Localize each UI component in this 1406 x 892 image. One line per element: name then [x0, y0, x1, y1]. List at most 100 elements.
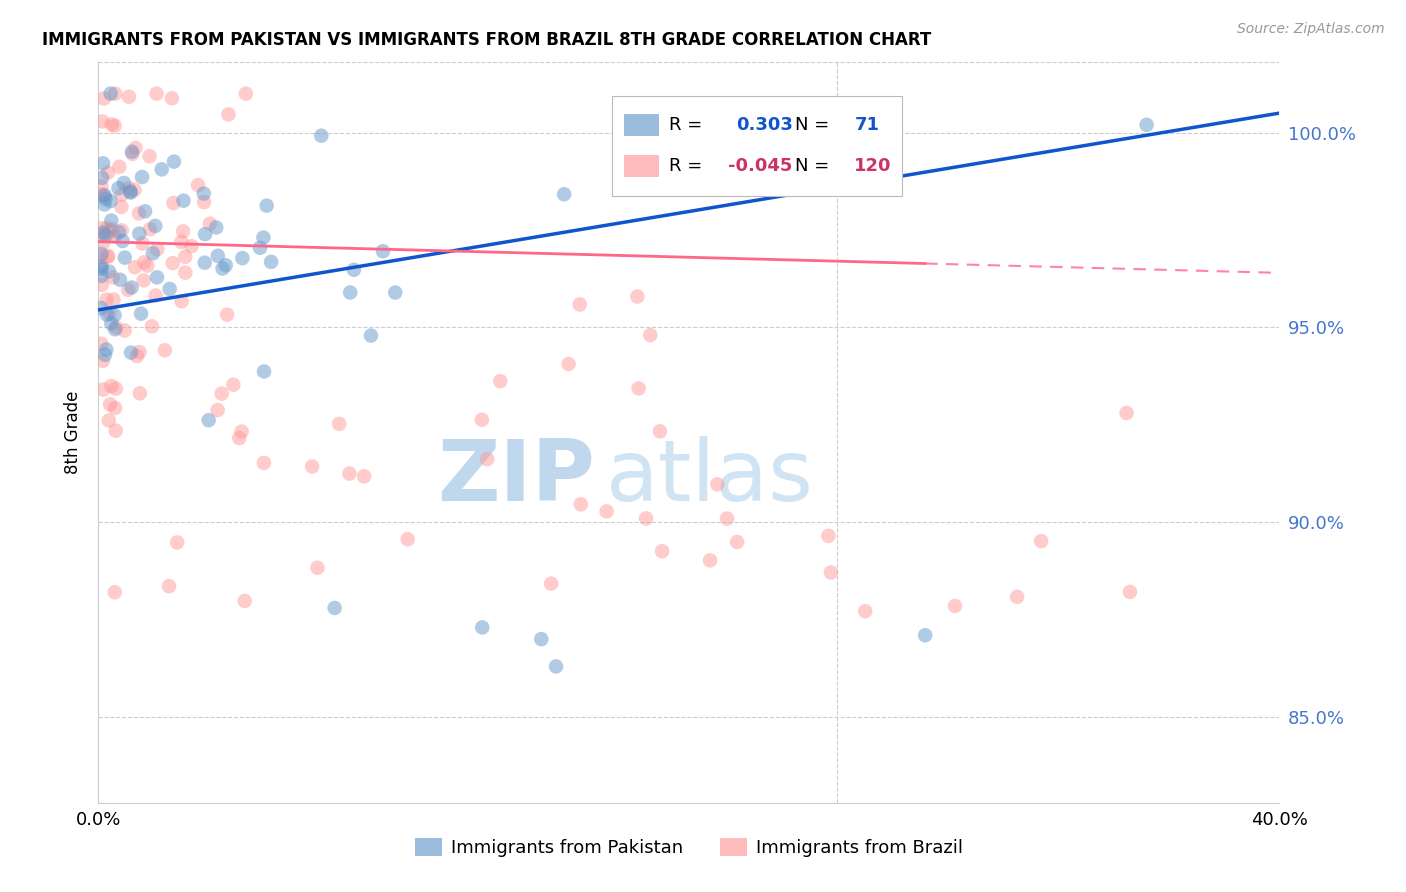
Text: atlas: atlas [606, 435, 814, 518]
Point [256, 199, 278, 213]
Point [343, 262, 366, 277]
Point [97, 227, 120, 241]
Point [193, 186, 215, 201]
Point [914, 628, 936, 642]
Point [384, 285, 406, 300]
Point [143, 219, 166, 233]
FancyBboxPatch shape [612, 95, 901, 195]
Text: IMMIGRANTS FROM PAKISTAN VS IMMIGRANTS FROM BRAZIL 8TH GRADE CORRELATION CHART: IMMIGRANTS FROM PAKISTAN VS IMMIGRANTS F… [42, 31, 931, 49]
Point [546, 659, 568, 673]
Point [111, 187, 134, 202]
Point [1119, 585, 1142, 599]
Point [626, 289, 648, 303]
Point [1115, 406, 1137, 420]
Point [91, 170, 114, 185]
Point [553, 187, 575, 202]
Point [104, 87, 127, 101]
Point [1136, 118, 1159, 132]
Point [104, 229, 127, 244]
Point [231, 251, 253, 265]
Point [90, 301, 112, 315]
Point [174, 250, 197, 264]
Point [90, 259, 112, 273]
Point [228, 431, 250, 445]
Point [120, 345, 142, 359]
Point [104, 382, 127, 396]
Point [530, 632, 553, 647]
Point [134, 255, 156, 269]
Point [105, 320, 128, 334]
Point [98, 264, 121, 278]
Point [540, 576, 562, 591]
Text: R =: R = [669, 157, 702, 175]
Bar [624, 155, 659, 178]
Point [90, 277, 112, 292]
Point [627, 381, 650, 395]
Point [121, 146, 143, 161]
Point [231, 425, 253, 439]
Text: N =: N = [796, 116, 830, 135]
Point [108, 160, 131, 174]
Point [91, 354, 114, 368]
Point [207, 249, 229, 263]
Point [97, 166, 120, 180]
Point [111, 234, 134, 248]
Point [162, 196, 184, 211]
Text: 71: 71 [855, 116, 879, 135]
Point [120, 186, 142, 200]
Point [136, 259, 159, 273]
Point [118, 181, 141, 195]
Point [170, 294, 193, 309]
Point [97, 413, 120, 427]
Point [301, 459, 323, 474]
Point [125, 349, 148, 363]
Point [121, 145, 143, 159]
Point [636, 511, 658, 525]
Point [142, 246, 165, 260]
Point [101, 117, 124, 131]
Point [337, 467, 360, 481]
Point [820, 566, 842, 580]
Point [160, 91, 183, 105]
Point [1005, 590, 1028, 604]
Point [194, 255, 217, 269]
Point [172, 224, 194, 238]
Point [217, 308, 239, 322]
Point [716, 511, 738, 525]
Point [194, 227, 217, 241]
Point [134, 204, 156, 219]
Point [595, 504, 617, 518]
Point [90, 260, 112, 275]
Point [233, 594, 256, 608]
Point [211, 386, 233, 401]
Point [90, 221, 112, 235]
Point [132, 273, 155, 287]
Text: N =: N = [796, 157, 830, 175]
Text: ZIP: ZIP [437, 435, 595, 518]
Point [90, 179, 112, 194]
Point [129, 307, 152, 321]
Point [100, 213, 122, 227]
Point [120, 185, 142, 199]
Point [725, 535, 748, 549]
Point [172, 194, 194, 208]
Point [100, 194, 122, 208]
Point [217, 107, 239, 121]
Point [103, 293, 125, 307]
Point [193, 195, 215, 210]
Point [114, 251, 136, 265]
Point [568, 297, 591, 311]
Point [93, 188, 115, 202]
Point [207, 403, 229, 417]
Point [205, 220, 228, 235]
Text: R =: R = [669, 116, 702, 135]
Point [249, 241, 271, 255]
Point [471, 413, 494, 427]
Point [211, 261, 233, 276]
Point [103, 308, 125, 322]
Point [91, 156, 114, 170]
Point [98, 306, 121, 320]
Point [124, 141, 146, 155]
Point [104, 401, 127, 415]
Point [197, 413, 219, 427]
